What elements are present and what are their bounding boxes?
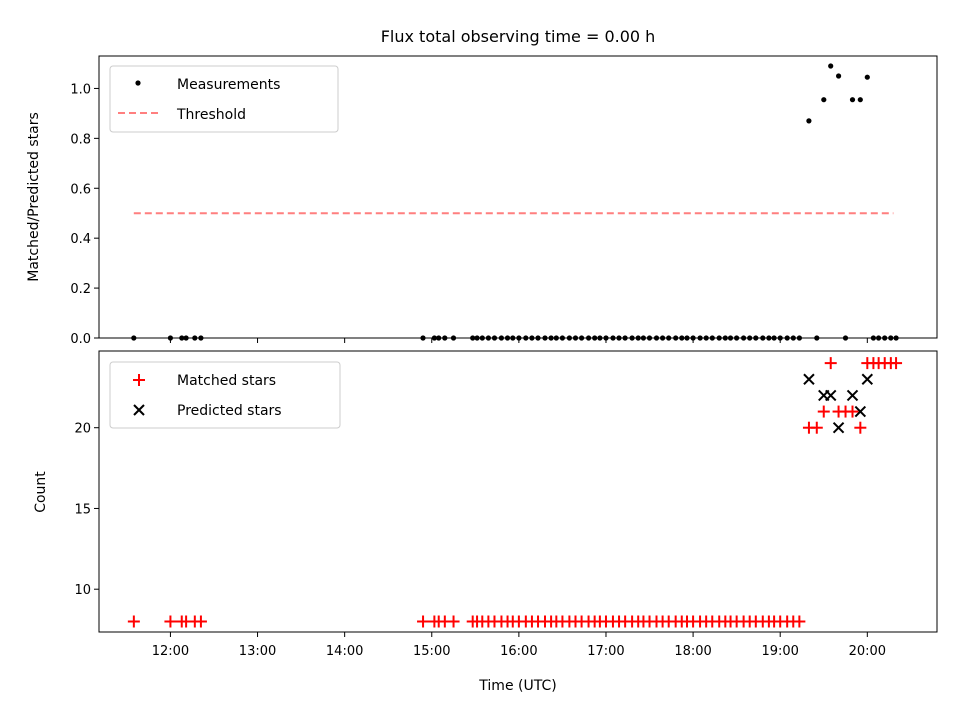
x-tick-label: 16:00 [500, 644, 537, 659]
ratio-legend: Measurements Threshold [109, 65, 339, 133]
matched-stars-point [890, 357, 903, 370]
x-tick-label: 19:00 [761, 644, 798, 659]
x-tick-label: 18:00 [674, 644, 711, 659]
measurement-point [828, 63, 834, 69]
x-tick-label: 12:00 [152, 644, 189, 659]
ratio-panel-frame [98, 55, 938, 339]
top-y-axis-ticks: 0.0 0.2 0.4 0.6 0.8 1.0 [70, 82, 99, 347]
matched-stars-point [793, 615, 806, 628]
count-points [127, 357, 903, 628]
x-axis-label: Time (UTC) [478, 678, 556, 694]
chart-title: Flux total observing time = 0.00 h [381, 27, 656, 46]
predicted-stars-point [825, 389, 837, 402]
x-tick-label: 13:00 [239, 644, 276, 659]
predicted-stars-point [832, 422, 845, 434]
count-y-tick-label: 20 [74, 422, 91, 437]
matched-stars-point [127, 615, 140, 628]
ratio-panel: 0.0 0.2 0.4 0.6 0.8 1.0 Matched/Predicted sta… [26, 55, 938, 347]
matched-stars-point [810, 421, 823, 434]
legend-matched-label: Matched stars [177, 373, 276, 389]
count-y-axis-label: Count [33, 471, 49, 513]
count-legend-frame [109, 361, 341, 429]
count-panel-frame [98, 350, 938, 633]
matched-stars-point [817, 405, 830, 418]
measurement-point [821, 97, 827, 103]
measurement-point [806, 118, 812, 124]
ratio-y-tick-label: 0.0 [70, 332, 91, 347]
predicted-stars-point [846, 389, 859, 402]
ratio-y-tick-label: 0.2 [70, 282, 91, 297]
predicted-stars-point [854, 405, 867, 418]
legend-measurements-label: Measurements [177, 77, 280, 93]
legend-threshold-label: Threshold [176, 107, 246, 123]
legend-predicted-label: Predicted stars [177, 403, 282, 419]
measurement-point [857, 97, 863, 103]
matched-stars-point [447, 615, 460, 628]
ratio-y-tick-label: 0.8 [70, 132, 91, 147]
matched-stars-point [194, 615, 207, 628]
count-y-tick-label: 10 [74, 583, 91, 598]
measurement-point [864, 74, 870, 80]
legend-matched-marker [133, 374, 145, 386]
legend-measurements-marker [135, 80, 141, 86]
matched-stars-point [846, 405, 859, 418]
matched-stars-point [854, 421, 867, 434]
top-x-axis-ticks [169, 338, 868, 343]
measurement-point [849, 97, 856, 103]
ratio-y-tick-label: 0.6 [70, 182, 91, 197]
x-tick-label: 20:00 [849, 644, 886, 659]
ratio-y-axis-label: Matched/Predicted stars [26, 112, 42, 282]
legend-predicted-marker [133, 404, 145, 416]
count-y-tick-label: 15 [74, 502, 91, 517]
measurement-point [836, 73, 842, 79]
x-tick-label: 14:00 [326, 644, 363, 659]
ratio-y-tick-label: 1.0 [70, 82, 91, 97]
matched-stars-point [824, 357, 837, 370]
bottom-x-axis-ticks: 12:00 13:00 14:00 15:00 16:00 17:00 18:00 19:00… [152, 632, 886, 659]
matched-stars-point [164, 615, 177, 628]
predicted-stars-point [803, 373, 815, 385]
ratio-y-tick-label: 0.4 [70, 232, 91, 247]
bottom-y-axis-ticks: 10 15 20 [74, 422, 99, 598]
ratio-legend-frame [109, 65, 339, 133]
count-panel: 10 15 20 12:00 13:00 14:00 15:00 16:00 17:00 18:… [33, 350, 938, 694]
count-legend: Matched stars Predicted stars [109, 361, 341, 429]
x-tick-label: 15:00 [413, 644, 450, 659]
predicted-stars-point [861, 373, 874, 385]
matched-stars-point [417, 615, 430, 628]
x-tick-label: 17:00 [587, 644, 624, 659]
